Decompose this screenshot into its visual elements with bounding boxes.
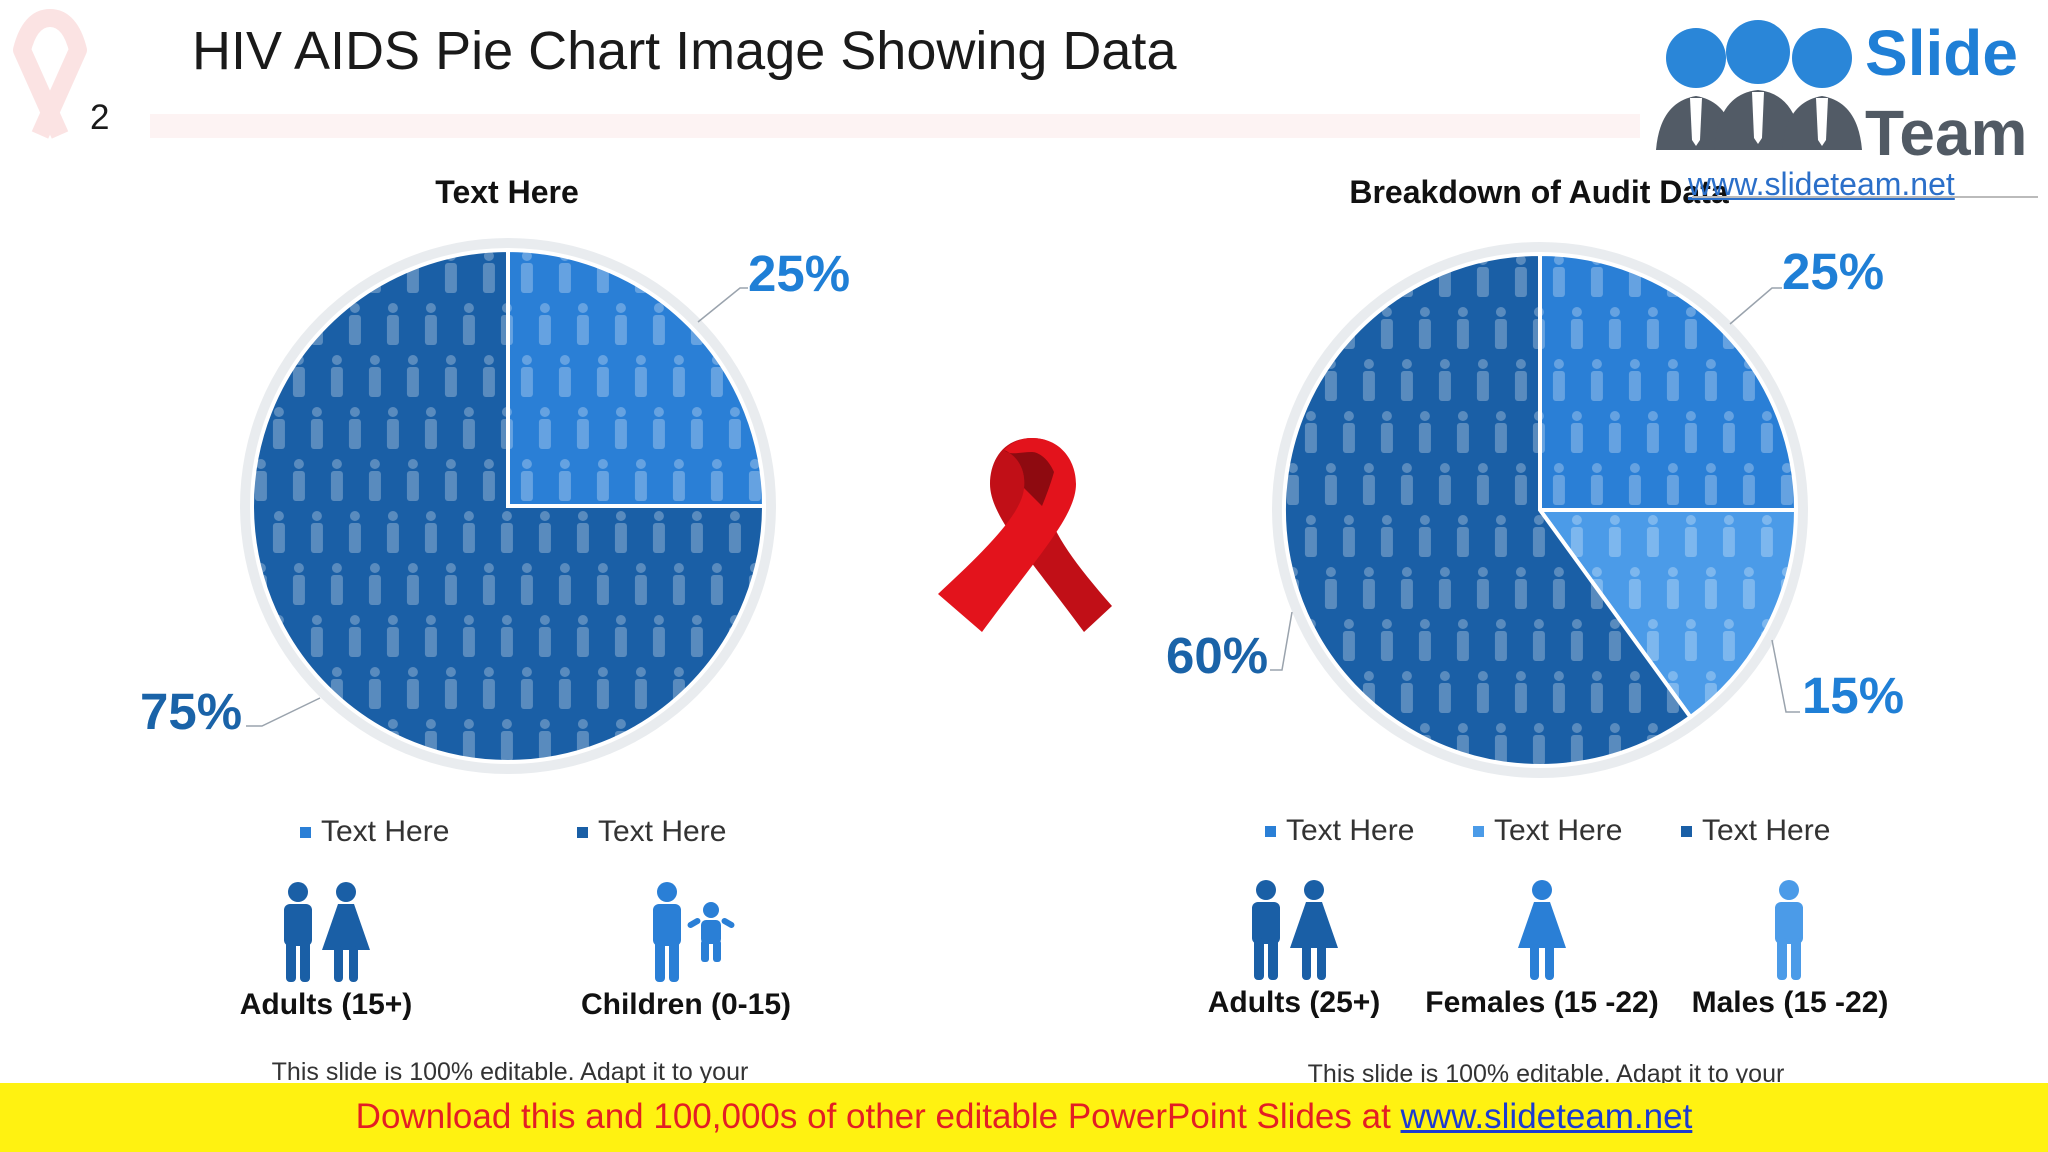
adult-child-icon bbox=[653, 882, 735, 982]
legend-swatch bbox=[1265, 825, 1276, 837]
right-pie-chart bbox=[1272, 242, 1808, 778]
legend-swatch bbox=[577, 826, 588, 838]
legend-item: Text Here bbox=[1681, 814, 1830, 848]
ribbon-watermark-icon bbox=[13, 9, 87, 139]
logo-word-team: Team bbox=[1865, 97, 2028, 169]
title-band bbox=[150, 114, 1640, 138]
left-slice1-pct-label: 25% bbox=[748, 245, 851, 302]
legend-item: Text Here bbox=[300, 815, 449, 849]
left-pie-slice-1 bbox=[506, 247, 767, 508]
footer-link[interactable]: www.slideteam.net bbox=[1400, 1097, 1693, 1136]
legend-swatch bbox=[1473, 825, 1484, 837]
left-pie-chart bbox=[240, 238, 776, 774]
legend-item: Text Here bbox=[577, 815, 726, 849]
category-label-adults-15: Adults (15+) bbox=[239, 988, 413, 1021]
male-icon bbox=[1775, 880, 1803, 980]
left-pie-slice-2 bbox=[250, 247, 767, 764]
aids-ribbon-icon bbox=[938, 438, 1112, 632]
adult-couple-icon bbox=[284, 882, 370, 982]
right-pie-slice-3 bbox=[1282, 251, 1694, 768]
footer-text: Download this and 100,000s of other edit… bbox=[0, 1097, 2048, 1137]
category-label-children: Children (0-15) bbox=[580, 988, 792, 1021]
right-pie-slice-2 bbox=[1536, 508, 1799, 720]
right-slice1-pct-label: 25% bbox=[1782, 243, 1885, 300]
logo-rule bbox=[1692, 196, 2038, 198]
legend-item: Text Here bbox=[1473, 814, 1622, 848]
female-icon bbox=[1518, 880, 1566, 980]
logo-people-icon bbox=[1656, 20, 1862, 150]
left-note: This slide is 100% editable. Adapt it to… bbox=[271, 1058, 749, 1086]
left-slice2-pct-label: 75% bbox=[140, 683, 243, 740]
right-chart-title: Breakdown of Audit Data bbox=[1349, 174, 1729, 210]
slideteam-logo: Slide Team bbox=[1640, 0, 2048, 200]
right-slice2-pct-label: 15% bbox=[1802, 667, 1905, 724]
left-chart-title: Text Here bbox=[435, 174, 579, 210]
right-slice3-pct-label: 60% bbox=[1166, 627, 1269, 684]
legend-swatch bbox=[300, 826, 311, 838]
adult-couple-icon bbox=[1252, 880, 1338, 980]
legend-label: Text Here bbox=[1286, 814, 1415, 847]
legend-label: Text Here bbox=[321, 815, 450, 848]
legend-swatch bbox=[1681, 825, 1692, 837]
footer-message: Download this and 100,000s of other edit… bbox=[355, 1097, 1391, 1136]
category-label-females: Females (15 -22) bbox=[1425, 986, 1659, 1019]
category-label-males: Males (15 -22) bbox=[1691, 986, 1889, 1019]
legend-label: Text Here bbox=[598, 815, 727, 848]
page-title: HIV AIDS Pie Chart Image Showing Data bbox=[192, 21, 1177, 81]
slide-number: 2 bbox=[90, 98, 110, 137]
category-label-adults-25: Adults (25+) bbox=[1207, 986, 1381, 1019]
logo-word-slide: Slide bbox=[1865, 17, 2018, 89]
legend-label: Text Here bbox=[1702, 814, 1831, 847]
legend-item: Text Here bbox=[1265, 814, 1414, 848]
footer-banner bbox=[0, 1083, 2048, 1152]
legend-label: Text Here bbox=[1494, 814, 1623, 847]
right-pie-slice-1 bbox=[1538, 251, 1799, 512]
